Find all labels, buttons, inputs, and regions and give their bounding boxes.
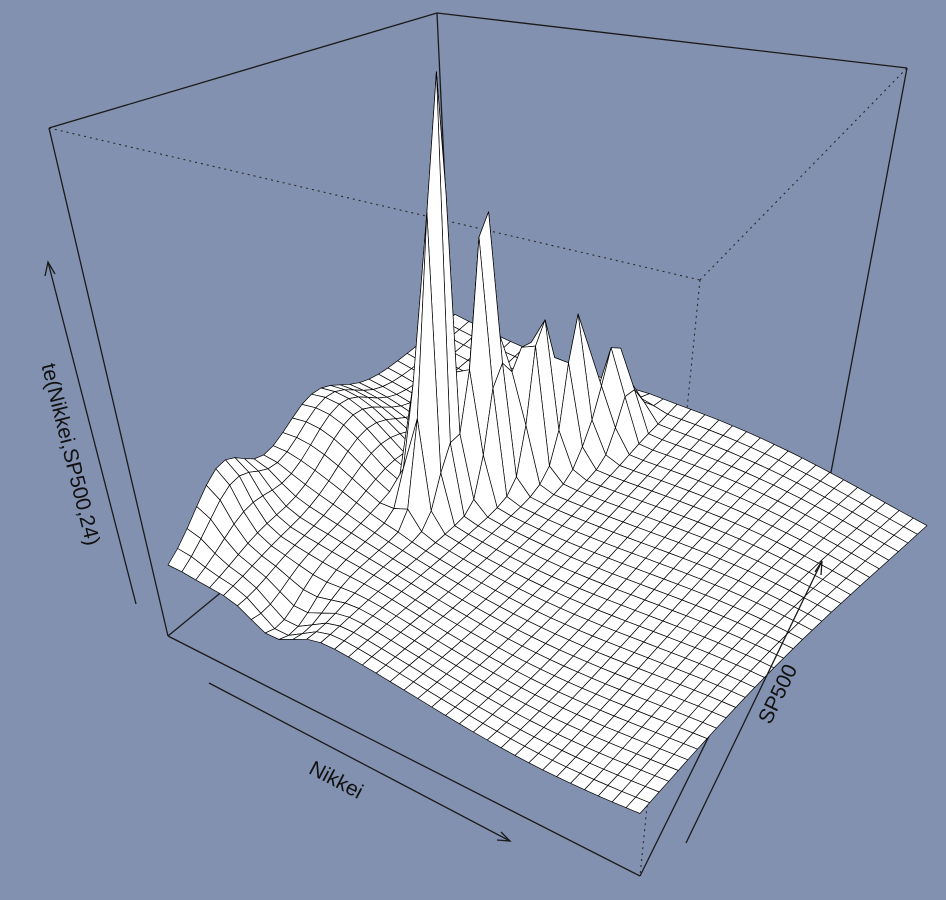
box-edge <box>436 12 908 69</box>
box-edge-hidden <box>699 67 908 281</box>
box-edge <box>48 12 438 129</box>
yaxis-arrow <box>685 560 823 844</box>
zaxis-arrowhead <box>44 260 56 277</box>
box-edge-hidden <box>48 127 701 281</box>
xaxis-arrowhead <box>496 831 512 842</box>
yaxis-arrowhead <box>814 560 823 576</box>
surface-mesh <box>167 71 928 814</box>
xaxis-arrow <box>208 682 511 842</box>
box-edge <box>825 67 908 500</box>
box-edge <box>167 635 641 877</box>
zaxis-arrow <box>47 261 137 605</box>
axis-arrows <box>44 260 823 844</box>
zaxis-label: te(Nikkei,SP500,24) <box>37 361 104 548</box>
xaxis-label: Nikkei <box>305 757 366 804</box>
box-edge <box>48 127 169 637</box>
surface-facet <box>625 796 650 814</box>
